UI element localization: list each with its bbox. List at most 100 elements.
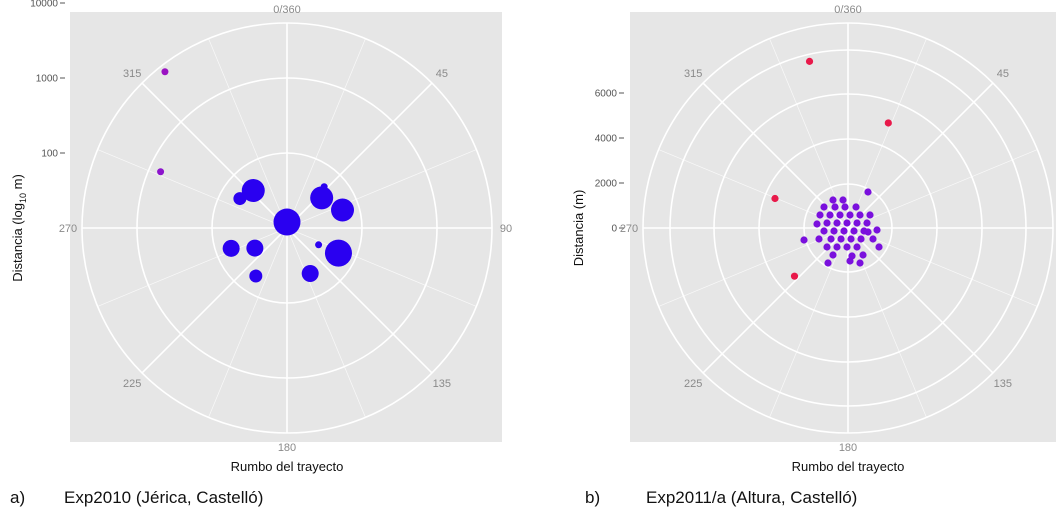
angle-label-b-45: 45 [997, 68, 1009, 80]
cluster-point-b-17 [863, 219, 871, 227]
cluster-point-b-25 [827, 235, 835, 243]
points-a [157, 68, 355, 283]
cluster-point-b-26 [837, 235, 845, 243]
cluster-point-b-10 [846, 211, 854, 219]
data-point-a-11 [249, 269, 263, 283]
data-point-b-3 [790, 272, 799, 280]
data-point-a-14 [324, 239, 352, 267]
polar-grid-a [81, 22, 493, 434]
y-tick-label-a-1: 1000 [36, 74, 59, 85]
cluster-point-b-2 [864, 188, 872, 196]
cluster-point-b-30 [800, 236, 808, 244]
angle-label-a-270: 270 [59, 223, 77, 235]
grid-spoke-a-67.5 [286, 149, 477, 229]
cluster-point-b-34 [853, 243, 861, 251]
angle-label-a-45: 45 [436, 68, 448, 80]
cluster-point-b-24 [815, 235, 823, 243]
y-tick-label-a-0: 100 [41, 149, 58, 160]
grid-spoke-a-292.5 [97, 149, 288, 229]
angle-label-b-315: 315 [684, 68, 702, 80]
chart-panel-a: 100 1000 10000 0/360 45 90 135 180 225 270 315 Ru… [10, 0, 512, 507]
grid-spoke-b-45 [847, 82, 994, 229]
cluster-point-b-29 [869, 235, 877, 243]
cluster-point-b-16 [853, 219, 861, 227]
x-axis-title-a: Rumbo del trayecto [231, 459, 344, 474]
angle-label-b-225: 225 [684, 378, 702, 390]
grid-spoke-a-157.5 [286, 227, 366, 418]
caption-letter-b: b) [585, 488, 600, 507]
grid-spoke-b-225 [702, 227, 849, 374]
cluster-point-b-33 [843, 243, 851, 251]
caption-letter-a: a) [10, 488, 25, 507]
cluster-point-b-6 [852, 203, 860, 211]
data-point-a-1 [161, 68, 169, 76]
data-point-b-2 [771, 194, 779, 203]
cluster-point-b-42 [864, 228, 872, 236]
data-point-a-2 [157, 168, 165, 176]
points-b [771, 57, 892, 280]
grid-spoke-b-22.5 [847, 38, 927, 229]
cluster-point-b-28 [857, 235, 865, 243]
grid-spoke-b-112.5 [847, 227, 1038, 307]
angle-label-b-0: 0/360 [834, 4, 862, 16]
data-point-b-1 [884, 119, 892, 127]
angle-label-a-225: 225 [123, 378, 141, 390]
x-axis-title-b: Rumbo del trayecto [792, 459, 905, 474]
cluster-point-b-4 [831, 203, 839, 211]
grid-spoke-a-315 [141, 82, 288, 229]
angle-label-a-180: 180 [278, 442, 296, 454]
data-point-a-9 [246, 239, 264, 257]
cluster-point-b-39 [824, 259, 832, 267]
cluster-point-b-21 [850, 227, 858, 235]
data-point-b-0 [805, 57, 814, 65]
cluster-point-b-19 [830, 227, 838, 235]
data-point-a-10 [222, 239, 240, 257]
data-point-a-13 [301, 265, 319, 283]
cluster-point-b-15 [843, 219, 851, 227]
angle-label-a-315: 315 [123, 68, 141, 80]
y-tick-label-b-0: 0 [611, 224, 617, 235]
angle-label-a-90: 90 [500, 223, 512, 235]
cluster-point-b-8 [826, 211, 834, 219]
cluster-point-b-11 [856, 211, 864, 219]
angle-label-b-180: 180 [839, 442, 857, 454]
grid-spoke-a-202.5 [208, 227, 288, 418]
grid-spoke-b-202.5 [769, 227, 849, 418]
cluster-point-b-5 [841, 203, 849, 211]
angle-label-a-0: 0/360 [273, 4, 301, 16]
cluster-point-b-31 [823, 243, 831, 251]
grid-spoke-a-135 [286, 227, 433, 374]
cluster-point-b-14 [833, 219, 841, 227]
cluster-point-b-38 [875, 243, 883, 251]
cluster-point-b-32 [833, 243, 841, 251]
grid-spoke-a-45 [286, 82, 433, 229]
grid-spoke-b-135 [847, 227, 994, 374]
grid-spoke-a-337.5 [208, 38, 288, 229]
cluster-point-b-9 [836, 211, 844, 219]
data-point-a-12 [315, 241, 323, 249]
caption-b: Exp2011/a (Altura, Castelló) [646, 488, 857, 507]
angle-label-b-270: 270 [620, 223, 638, 235]
y-ticks-a: 100 1000 10000 [30, 0, 65, 160]
cluster-point-b-20 [840, 227, 848, 235]
cluster-point-b-18 [820, 227, 828, 235]
angle-label-b-135: 135 [994, 378, 1012, 390]
y-ticks-b: 0 2000 4000 6000 [595, 89, 624, 235]
polar-grid-b [642, 22, 1054, 434]
cluster-point-b-40 [846, 257, 854, 265]
angle-label-a-135: 135 [433, 378, 451, 390]
cluster-point-b-35 [829, 251, 837, 259]
data-point-a-7 [320, 183, 328, 191]
cluster-point-b-13 [823, 219, 831, 227]
cluster-point-b-7 [816, 211, 824, 219]
data-point-a-4 [241, 179, 265, 203]
y-tick-label-b-1: 2000 [595, 179, 618, 190]
cluster-point-b-3 [820, 203, 828, 211]
angle-labels-a: 0/360 45 90 135 180 225 270 315 [59, 4, 512, 454]
data-point-a-6 [310, 186, 334, 210]
y-axis-title-a: Distancia (log10 m) [10, 174, 28, 282]
cluster-point-b-12 [866, 211, 874, 219]
grid-spoke-a-22.5 [286, 38, 366, 229]
